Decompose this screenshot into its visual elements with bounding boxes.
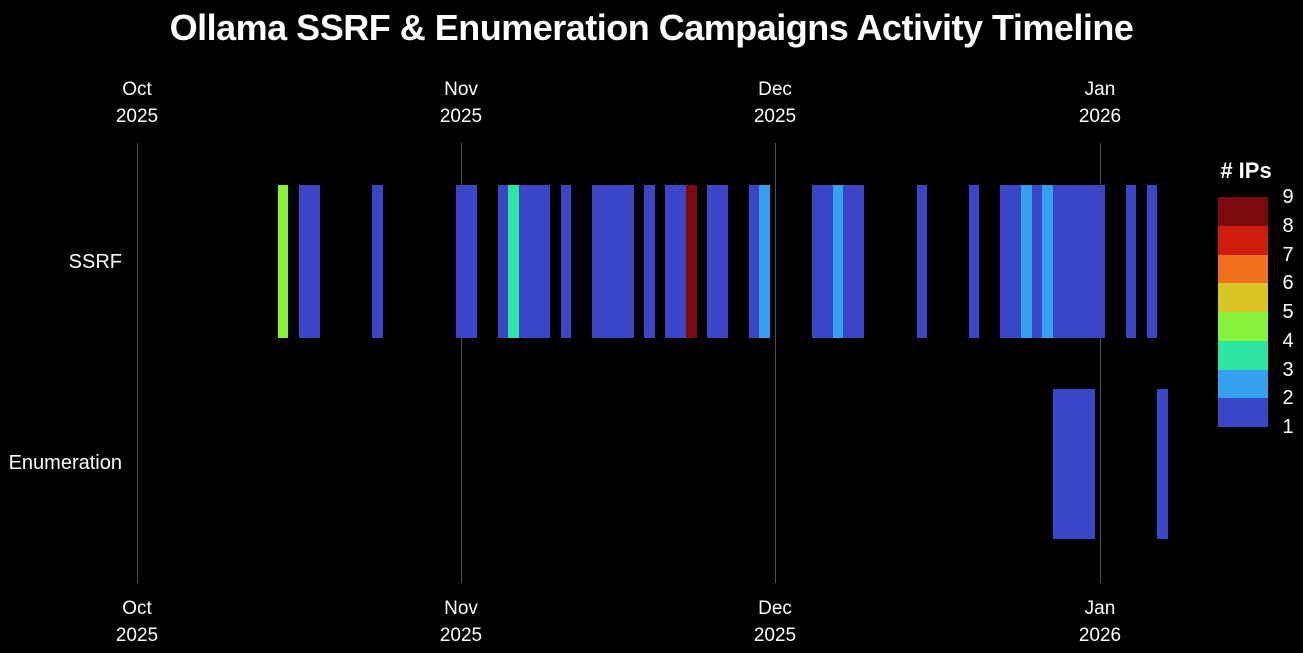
tick-year: 2025 (439, 625, 483, 646)
tick-year: 2025 (115, 625, 159, 646)
month-gridline (1100, 143, 1101, 583)
activity-bar (372, 185, 383, 338)
chart-title: Ollama SSRF & Enumeration Campaigns Acti… (169, 7, 1134, 48)
activity-bar (749, 185, 759, 338)
activity-bar (1053, 185, 1105, 338)
activity-bar (498, 185, 508, 338)
activity-bar (456, 185, 477, 338)
legend-title: # IPs (1220, 158, 1272, 183)
row-label-enumeration: Enumeration (8, 452, 122, 474)
legend-tick: 8 (1282, 215, 1294, 237)
bottom-month-tick-label: Oct 2025 (116, 595, 158, 649)
top-month-tick-label: Dec 2025 (754, 76, 796, 130)
colorbar-segment (1218, 369, 1268, 399)
activity-bar (1032, 185, 1042, 338)
activity-bar (665, 185, 686, 338)
activity-bar (508, 185, 519, 338)
activity-bar (686, 185, 697, 338)
legend-tick: 9 (1282, 186, 1294, 208)
activity-bar (644, 185, 655, 338)
activity-bar (1147, 185, 1157, 338)
activity-bar (917, 185, 927, 338)
activity-bar (969, 185, 979, 338)
activity-bar (759, 185, 770, 338)
activity-bar (843, 185, 864, 338)
colorbar-segment (1218, 340, 1268, 370)
tick-year: 2025 (439, 106, 483, 127)
activity-bar (1126, 185, 1136, 338)
tick-year: 2025 (753, 625, 797, 646)
legend-tick: 1 (1282, 416, 1294, 438)
activity-bar (278, 185, 288, 338)
tick-year: 2025 (115, 106, 159, 127)
colorbar-segment (1218, 283, 1268, 312)
activity-bar (1021, 185, 1032, 338)
month-gridline (775, 143, 776, 583)
activity-bar (1000, 185, 1021, 338)
legend-tick: 5 (1282, 301, 1294, 323)
month-gridline (461, 143, 462, 583)
legend-tick: 6 (1282, 272, 1294, 294)
colorbar-segment (1218, 197, 1268, 226)
month-gridline (137, 143, 138, 583)
tick-year: 2026 (1078, 106, 1122, 127)
top-month-tick-label: Oct 2025 (116, 76, 158, 130)
row-label-ssrf: SSRF (68, 251, 122, 273)
legend-tick: 3 (1282, 359, 1294, 381)
legend-tick: 4 (1282, 330, 1294, 352)
activity-bar (1042, 185, 1053, 338)
top-month-tick-label: Nov 2025 (440, 76, 482, 130)
colorbar-segment (1218, 312, 1268, 341)
bottom-month-tick-label: Nov 2025 (440, 595, 482, 649)
activity-bar (833, 185, 843, 338)
tick-year: 2026 (1078, 625, 1122, 646)
activity-bar (561, 185, 571, 338)
activity-bar (592, 185, 634, 338)
top-month-tick-label: Jan 2026 (1079, 76, 1121, 130)
colorbar-segment (1218, 254, 1268, 284)
legend-tick: 2 (1282, 387, 1294, 409)
activity-bar (707, 185, 728, 338)
activity-bar (812, 185, 833, 338)
activity-bar (519, 185, 550, 338)
legend-colorbar (1218, 197, 1268, 427)
activity-bar (299, 185, 320, 338)
tick-year: 2025 (753, 106, 797, 127)
colorbar-segment (1218, 398, 1268, 427)
activity-bar (1053, 389, 1095, 539)
bottom-month-tick-label: Dec 2025 (754, 595, 796, 649)
colorbar-segment (1218, 225, 1268, 255)
legend-tick: 7 (1282, 244, 1294, 266)
activity-bar (1157, 389, 1168, 539)
bottom-month-tick-label: Jan 2026 (1079, 595, 1121, 649)
